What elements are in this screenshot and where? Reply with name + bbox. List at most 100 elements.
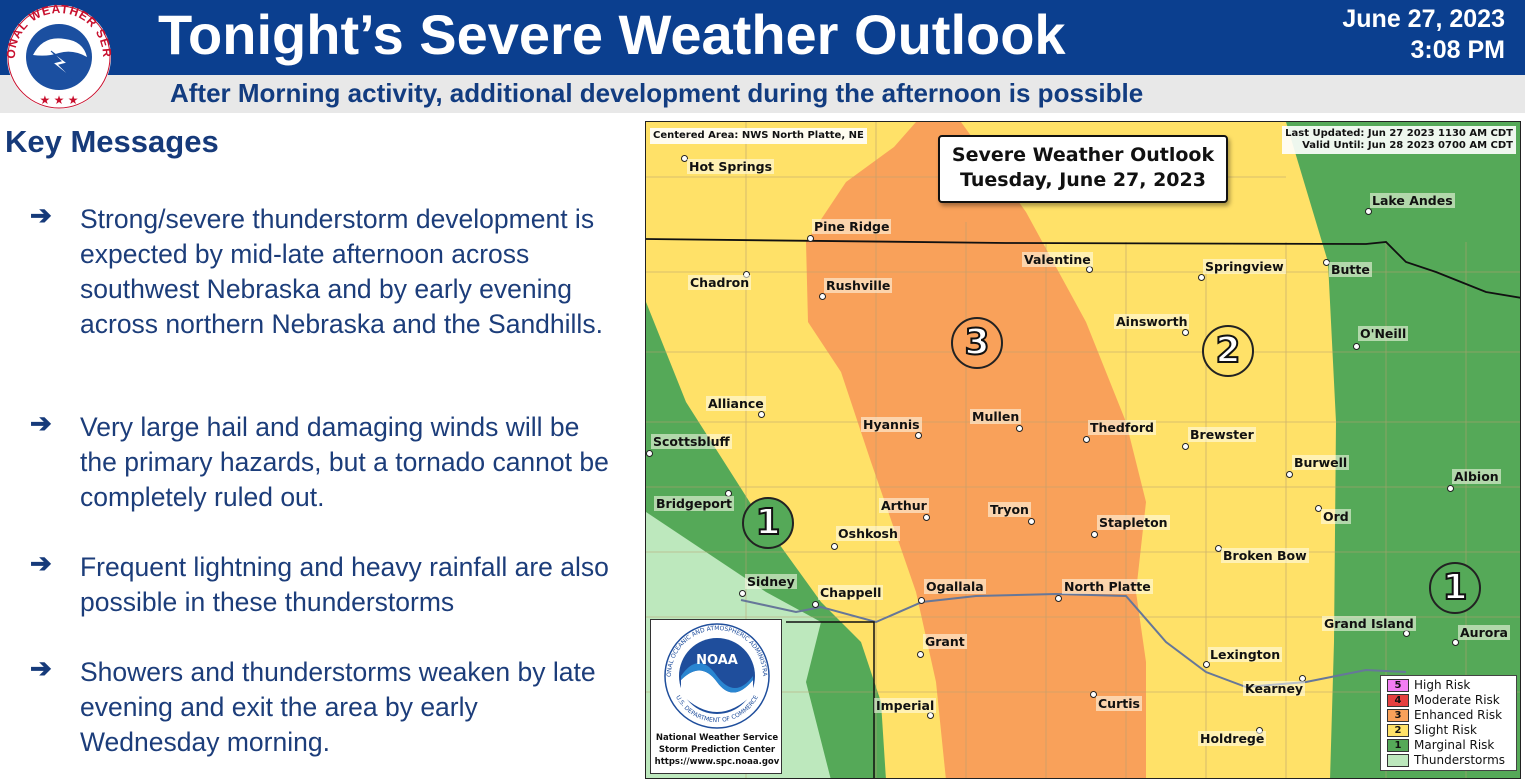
city-marker — [1286, 471, 1293, 478]
city-rushville: Rushville — [824, 278, 893, 293]
city-lake-andes: Lake Andes — [1370, 193, 1455, 208]
city-chadron: Chadron — [688, 275, 752, 290]
city-marker — [1086, 266, 1093, 273]
city-marker — [1182, 329, 1189, 336]
city-albion: Albion — [1452, 469, 1501, 484]
city-valentine: Valentine — [1022, 252, 1093, 267]
city-hyannis: Hyannis — [861, 417, 922, 432]
marginal-risk-west-badge: 1 — [742, 497, 794, 549]
city-marker — [1353, 343, 1360, 350]
city-alliance: Alliance — [706, 396, 766, 411]
city-marker — [1028, 518, 1035, 525]
city-butte: Butte — [1329, 262, 1372, 277]
noaa-caption: National Weather Service Storm Predictio… — [651, 732, 783, 768]
key-message-text: Showers and thunderstorms weaken by late… — [80, 657, 596, 757]
city-marker — [915, 432, 922, 439]
legend-swatch: 5 — [1387, 679, 1409, 692]
city-marker — [1091, 531, 1098, 538]
city-mullen: Mullen — [970, 409, 1022, 424]
city-broken-bow: Broken Bow — [1221, 548, 1309, 563]
noaa-logo-text: NOAA — [696, 653, 738, 668]
city-marker — [681, 155, 688, 162]
noaa-line2: Storm Prediction Center — [658, 745, 776, 755]
state-border — [646, 238, 1520, 299]
key-message-text: Strong/severe thunderstorm development i… — [80, 204, 603, 339]
city-marker — [819, 293, 826, 300]
city-marker — [807, 235, 814, 242]
legend-swatch — [1387, 754, 1409, 767]
city-oneill: O'Neill — [1358, 326, 1409, 341]
city-ord: Ord — [1321, 509, 1351, 524]
risk-legend: 5 High Risk 4 Moderate Risk 3 Enhanced R… — [1380, 675, 1517, 771]
city-scottsbluff: Scottsbluff — [651, 434, 732, 449]
city-marker — [1203, 661, 1210, 668]
slight-risk-badge: 2 — [1202, 325, 1254, 377]
key-message-text: Frequent lightning and heavy rainfall ar… — [80, 552, 609, 617]
arrow-right-icon: ➔ — [30, 200, 52, 230]
city-ogallala: Ogallala — [924, 579, 986, 594]
city-marker — [646, 450, 653, 457]
city-imperial: Imperial — [874, 698, 937, 713]
noaa-url: https://www.spc.noaa.gov — [654, 757, 780, 767]
city-lexington: Lexington — [1208, 647, 1283, 662]
city-stapleton: Stapleton — [1097, 515, 1170, 530]
city-marker — [1016, 425, 1023, 432]
city-thedford: Thedford — [1088, 420, 1156, 435]
city-ainsworth: Ainsworth — [1114, 314, 1190, 329]
legend-swatch: 4 — [1387, 694, 1409, 707]
city-marker — [1090, 691, 1097, 698]
city-marker — [923, 514, 930, 521]
city-marker — [918, 597, 925, 604]
noaa-logo-icon: NOAA NATIONAL OCEANIC AND ATMOSPHERIC AD… — [651, 620, 770, 729]
marginal-risk-east-badge: 1 — [1429, 562, 1481, 614]
city-hot-springs: Hot Springs — [687, 159, 775, 174]
marginal-risk-east-area — [1286, 122, 1520, 778]
city-brewster: Brewster — [1188, 427, 1256, 442]
city-marker — [1182, 443, 1189, 450]
legend-label: Enhanced Risk — [1414, 708, 1503, 722]
city-chappell: Chappell — [818, 585, 884, 600]
last-updated-label: Last Updated: Jun 27 2023 1130 AM CDT — [1285, 128, 1513, 139]
centered-area-label: Centered Area: NWS North Platte, NE — [650, 128, 867, 144]
legend-swatch: 1 — [1387, 739, 1409, 752]
city-aurora: Aurora — [1458, 625, 1510, 640]
arrow-right-icon: ➔ — [30, 548, 52, 578]
city-burwell: Burwell — [1292, 455, 1350, 470]
state-border-sw — [786, 621, 875, 778]
city-marker — [1447, 485, 1454, 492]
city-marker — [927, 712, 934, 719]
city-marker — [1198, 274, 1205, 281]
outlook-map: Centered Area: NWS North Platte, NE Last… — [645, 121, 1521, 779]
city-arthur: Arthur — [879, 498, 929, 513]
legend-label: Slight Risk — [1414, 723, 1477, 737]
city-grand-island: Grand Island — [1322, 616, 1416, 631]
map-title: Severe Weather Outlook — [951, 144, 1215, 166]
legend-label: Marginal Risk — [1414, 738, 1495, 752]
issue-datetime: June 27, 2023 3:08 PM — [1342, 4, 1505, 66]
issue-time: 3:08 PM — [1410, 36, 1505, 64]
city-bridgeport: Bridgeport — [654, 496, 735, 511]
city-pine-ridge: Pine Ridge — [812, 219, 892, 234]
city-sidney: Sidney — [745, 574, 797, 589]
city-marker — [1452, 639, 1459, 646]
header-bar — [0, 0, 1525, 75]
arrow-right-icon: ➔ — [30, 408, 52, 438]
city-springview: Springview — [1203, 259, 1286, 274]
city-marker — [1365, 208, 1372, 215]
page-subtitle: After Morning activity, additional devel… — [170, 78, 1144, 108]
city-kearney: Kearney — [1243, 681, 1306, 696]
city-marker — [831, 543, 838, 550]
city-marker — [1403, 630, 1410, 637]
issue-date: June 27, 2023 — [1342, 5, 1505, 33]
city-marker — [812, 601, 819, 608]
map-date: Tuesday, June 27, 2023 — [960, 169, 1206, 191]
svg-text:★ ★ ★: ★ ★ ★ — [40, 93, 79, 107]
city-oshkosh: Oshkosh — [836, 526, 900, 541]
subtitle-bar — [0, 75, 1525, 113]
city-marker — [1083, 436, 1090, 443]
city-marker — [739, 590, 746, 597]
legend-swatch: 2 — [1387, 724, 1409, 737]
key-messages-heading: Key Messages — [5, 124, 219, 159]
enhanced-risk-badge: 3 — [951, 317, 1003, 369]
